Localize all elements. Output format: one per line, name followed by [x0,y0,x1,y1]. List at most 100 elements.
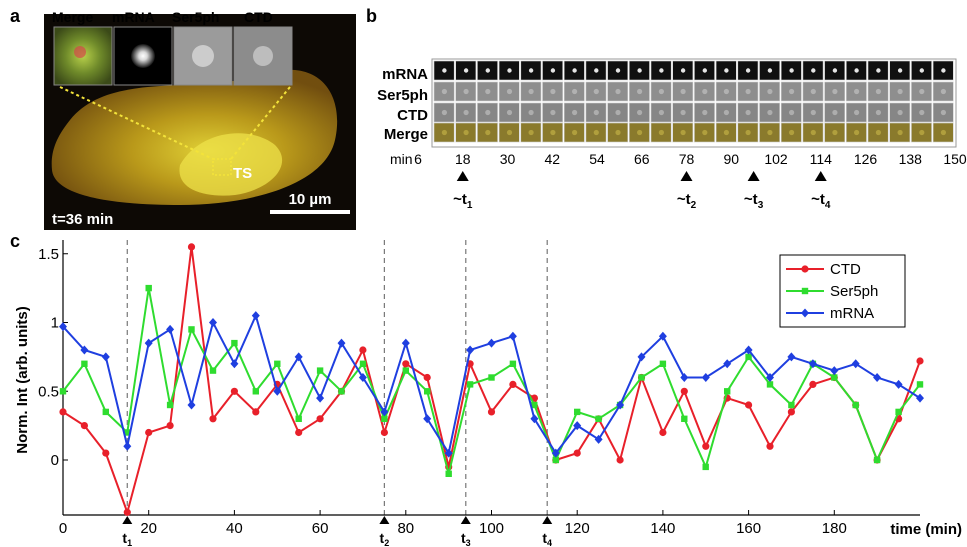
panel-b-marker-label: ~t3 [744,191,764,211]
kymograph-spot [940,129,947,136]
data-point [573,449,581,457]
chart-legend: CTD Ser5ph mRNA [779,254,906,328]
kymograph-spot [572,129,578,136]
data-point [766,381,774,388]
kymograph-spot [767,109,773,116]
x-tick-label: 0 [59,520,67,537]
kymograph-spot [745,129,751,136]
legend-marker [801,308,809,318]
kymograph-spot [789,88,795,95]
series-mrna [59,311,924,458]
inset-ser5ph-spot [192,45,214,67]
kymograph-spot [637,68,642,73]
kymograph-spot [615,88,621,95]
kymograph-spot [485,109,491,116]
data-point [809,380,817,388]
kymograph-spot [723,129,730,136]
data-point [681,415,688,422]
kymograph-spot [463,68,469,73]
data-point [894,379,903,389]
kymograph-spot [658,129,665,136]
kymograph-spot [441,88,447,95]
data-point [231,339,238,347]
panel-b-time-tick: 42 [545,151,561,167]
kymograph-spot [832,129,838,136]
kymograph-spot [832,88,838,95]
data-point [423,414,432,424]
x-tick-label: 80 [397,520,414,537]
x-tick-label: 160 [736,520,761,537]
kymograph-spot [724,68,729,73]
data-point [680,373,689,382]
data-point [745,353,752,361]
zoom-guide-line-left [59,86,214,160]
kymograph-spot [897,129,903,136]
y-tick-label: 0.5 [38,383,59,400]
data-point [251,311,260,321]
legend-label: mRNA [830,305,874,322]
data-point [873,456,881,464]
panel-b-marker-label: ~t2 [677,191,697,211]
panel-b-marker-triangle [680,171,693,181]
kymograph-spot [637,88,643,95]
kymograph-tiles [433,60,954,143]
kymograph-spot [723,109,730,116]
data-point [638,374,645,381]
data-point [59,388,67,395]
data-point [124,429,131,436]
x-tick-label: 100 [479,520,504,537]
kymograph-spot [550,109,556,116]
event-label: t1 [122,530,132,547]
row-label-merge: Merge [384,126,428,143]
data-point [744,345,753,355]
panel-b-time-tick: 30 [500,151,516,167]
data-point [402,367,409,374]
kymograph-spot [550,68,556,73]
data-point [702,442,710,450]
kymograph-spot [854,88,860,95]
legend-marker [801,265,809,273]
data-point [338,388,345,395]
data-point [444,448,453,458]
data-point [701,373,710,382]
data-point [466,345,475,355]
kymograph-spot [854,129,860,136]
panel-b-marker-triangle [456,171,469,181]
data-point [381,415,388,422]
data-point [487,338,496,348]
kymograph-spot [875,88,882,95]
kymograph-spot [767,129,773,136]
kymograph-spot [572,68,577,73]
kymograph-spot [789,109,795,116]
kymograph-spot [463,109,469,116]
data-point [380,407,389,417]
data-point [187,400,196,410]
data-point [723,359,732,369]
data-point [808,359,817,369]
data-point [595,415,602,422]
data-point [230,359,239,369]
inset-mrna-spot [131,44,155,68]
panel-b-time-tick: 6 [414,151,422,167]
panel-b-time-tick: 114 [810,151,833,167]
data-point [295,428,303,437]
kymograph-spot [919,109,925,116]
x-tick-label: 140 [650,520,675,537]
data-point [316,415,324,423]
kymograph-spot [528,88,534,95]
kymograph-spot [593,109,599,116]
data-point [830,366,839,376]
kymograph-spot [550,88,556,95]
kymograph-spot [441,109,447,116]
kymograph-spot [442,68,447,73]
y-axis-label: Norm. Int (arb. units) [14,306,31,454]
kymograph-spot [875,129,882,136]
kymograph-spot [832,68,838,73]
event-label: t4 [542,530,552,547]
data-point [80,422,88,430]
kymograph-spot [897,68,903,73]
data-point [488,374,495,381]
panel-b: b mRNA Ser5ph CTD Merge min 6 18 30 42 54 66 7… [366,6,967,211]
data-point [831,374,838,381]
